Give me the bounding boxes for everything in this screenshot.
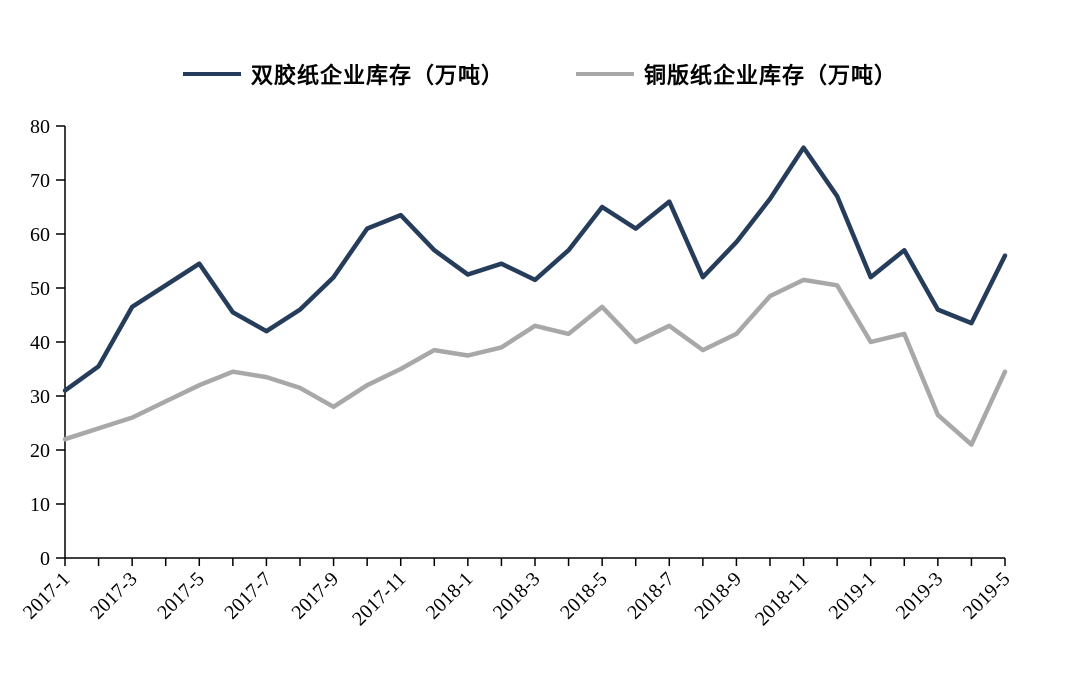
y-tick-label: 70: [30, 170, 50, 192]
x-tick-label: 2017-7: [220, 568, 276, 624]
x-tick-label: 2019-3: [892, 568, 948, 624]
x-tick-label: 2019-1: [825, 568, 881, 624]
x-tick-label: 2017-1: [19, 568, 75, 624]
x-tick-label: 2017-5: [153, 568, 209, 624]
x-tick-label: 2018-5: [556, 568, 612, 624]
series-line-0: [62, 145, 1008, 393]
x-tick-label: 2018-7: [623, 568, 679, 624]
y-tick-label: 0: [40, 548, 50, 570]
x-tick-label: 2018-11: [751, 568, 813, 630]
y-tick-label: 60: [30, 224, 50, 246]
y-tick-label: 10: [30, 494, 50, 516]
y-tick-label: 50: [30, 278, 50, 300]
legend-item-coated-paper: 铜版纸企业库存（万吨）: [576, 58, 897, 90]
y-tick-label: 40: [30, 332, 50, 354]
legend-item-offset-paper: 双胶纸企业库存（万吨）: [182, 58, 504, 90]
x-tick-label: 2017-11: [348, 568, 410, 630]
coated-paper-line-swatch: [576, 72, 634, 76]
chart-legend: 双胶纸企业库存（万吨） 铜版纸企业库存（万吨）: [0, 58, 1080, 90]
legend-label-coated-paper: 铜版纸企业库存（万吨）: [644, 63, 898, 88]
y-tick-label: 80: [30, 116, 50, 138]
x-tick-label: 2018-1: [422, 568, 478, 624]
y-tick-label: 20: [30, 440, 50, 462]
x-tick-label: 2017-9: [287, 568, 343, 624]
x-tick-label: 2019-5: [959, 568, 1015, 624]
offset-paper-line-swatch: [182, 72, 241, 76]
x-tick-label: 2018-3: [489, 568, 545, 624]
x-tick-label: 2017-3: [86, 568, 142, 624]
y-tick-label: 30: [30, 386, 50, 408]
x-tick-label: 2018-9: [690, 568, 746, 624]
series-line-1: [62, 277, 1008, 447]
legend-label-offset-paper: 双胶纸企业库存（万吨）: [250, 63, 504, 88]
